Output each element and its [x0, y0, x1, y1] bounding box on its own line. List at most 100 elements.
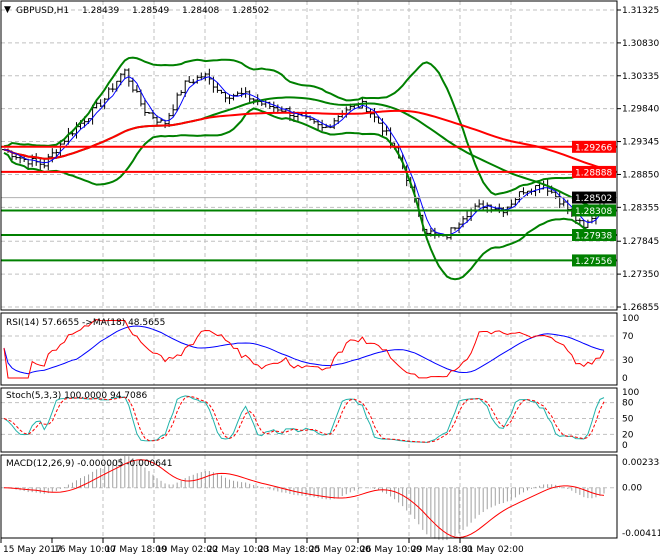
macd-panel[interactable]: [3, 455, 605, 541]
level-label-bg: [572, 165, 616, 178]
price-bar: [585, 219, 590, 228]
price-bar: [283, 108, 288, 113]
price-bar: [448, 227, 453, 240]
price-bar: [332, 117, 337, 130]
y-tick-label: 1.30830: [622, 39, 659, 49]
stoch-tick-label: 20: [622, 430, 634, 440]
price-bar: [481, 200, 486, 211]
price-bar: [376, 116, 381, 124]
price-bar: [122, 68, 127, 79]
rsi-line: [3, 319, 605, 379]
price-bar: [267, 101, 272, 109]
level-label-bg: [572, 140, 616, 153]
level-label-bg: [572, 204, 616, 217]
price-bar: [130, 77, 135, 93]
price-bar: [489, 204, 494, 213]
ohlc-open: 1.28439: [82, 6, 119, 16]
price-bar: [34, 153, 39, 166]
y-tick-label: 1.31325: [622, 6, 659, 16]
level-label: 1.28502: [575, 194, 612, 204]
y-tick-label: 1.27845: [622, 237, 659, 247]
price-bar: [187, 75, 192, 83]
level-label: 1.29266: [575, 143, 612, 153]
price-bar: [312, 118, 317, 124]
price-bar: [477, 199, 482, 208]
y-tick-label: 1.29840: [622, 105, 659, 115]
macd-tick-label: 0.00: [622, 484, 642, 494]
dropdown-arrow-icon[interactable]: ▼: [4, 5, 11, 15]
price-bar: [179, 90, 184, 96]
level-label: 1.27556: [575, 257, 612, 267]
price-bar: [223, 91, 228, 103]
price-bar: [513, 197, 518, 206]
level-label-bg: [572, 191, 616, 204]
stoch-label: Stoch(5,3,3) 100.0000 94.7086: [6, 391, 147, 401]
level-label: 1.28308: [575, 207, 612, 217]
stoch-signal-line: [3, 395, 605, 443]
price-bar: [324, 123, 329, 129]
x-tick-label: 23 May 18:00: [258, 545, 320, 555]
price-bar: [316, 119, 321, 131]
stoch-tick-label: 100: [622, 388, 639, 398]
level-label: 1.27938: [575, 232, 612, 242]
price-bar: [243, 87, 248, 98]
stoch-tick-label: 0: [622, 441, 628, 451]
x-tick-label: 22 May 10:00: [207, 545, 269, 555]
x-tick-label: 25 May 02:00: [309, 545, 371, 555]
price-bar: [577, 218, 582, 225]
y-tick-label: 1.27350: [622, 270, 659, 280]
price-bar: [142, 98, 147, 116]
price-bar: [465, 211, 470, 223]
y-tick-label: 1.26855: [622, 303, 659, 313]
stoch-tick-label: 80: [622, 399, 634, 409]
price-bar: [557, 191, 562, 209]
price-bar: [171, 104, 176, 117]
rsi-tick-label: 0: [622, 374, 628, 384]
macd-tick-label: -0.004113: [622, 529, 660, 539]
price-bar: [275, 104, 280, 114]
x-tick-label: 31 May 02:00: [462, 545, 524, 555]
price-bar: [533, 185, 538, 197]
price-bar: [175, 92, 180, 112]
price-bar: [247, 90, 252, 103]
level-label-bg: [572, 254, 616, 267]
price-bar: [155, 115, 160, 126]
rsi-label: RSI(14) 57.6655 ->MA(18) 48.5655: [6, 318, 165, 328]
y-tick-label: 1.30335: [622, 72, 659, 82]
price-bar: [42, 158, 47, 169]
price-bar: [199, 72, 204, 81]
price-bar: [191, 79, 196, 85]
stoch-main-line: [3, 395, 605, 443]
rsi-ma-line: [3, 325, 605, 375]
moving-average-fast: [3, 76, 605, 237]
symbol-label: GBPUSD,H1: [16, 6, 69, 16]
panel-frame-1: [0, 312, 618, 386]
moving-average-50: [3, 96, 605, 211]
price-bar: [110, 83, 115, 93]
rsi-panel[interactable]: [3, 319, 605, 379]
level-label: 1.28888: [575, 168, 612, 178]
bollinger-lower: [3, 107, 605, 281]
y-tick-label: 1.28850: [622, 170, 659, 180]
price-bar: [239, 87, 244, 98]
macd-signal-line: [3, 459, 605, 539]
panel-frame-0: [0, 0, 618, 311]
price-bar: [98, 99, 103, 108]
stoch-panel[interactable]: [3, 395, 605, 443]
x-tick-label: 29 May 18:00: [411, 545, 473, 555]
price-bar: [453, 227, 458, 231]
bollinger-upper: [3, 56, 605, 196]
price-bar: [227, 94, 232, 105]
price-bar: [384, 125, 389, 136]
x-tick-label: 26 May 10:00: [360, 545, 422, 555]
panel-frame-2: [0, 387, 618, 453]
stoch-tick-label: 50: [622, 415, 634, 425]
rsi-tick-label: 30: [622, 356, 634, 366]
price-bar: [461, 216, 466, 228]
price-bar: [231, 93, 236, 101]
price-bar: [457, 222, 462, 234]
price-panel[interactable]: [1, 56, 617, 281]
